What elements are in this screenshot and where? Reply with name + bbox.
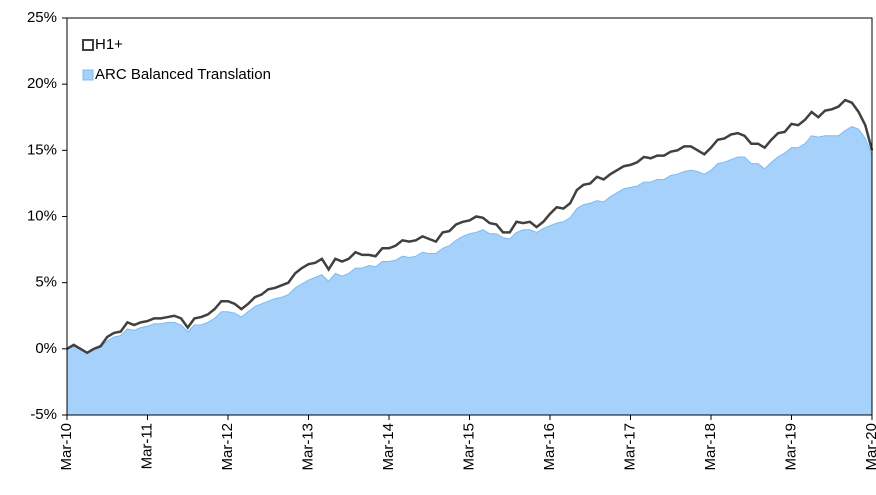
line [66,98,874,355]
x-tick-label: Mar-20 [863,423,876,471]
y-tick-label: -5% [30,406,57,423]
x-tick-label: Mar-12 [219,423,236,471]
legend-swatch [82,69,94,81]
legend-label: H1+ [95,36,123,53]
y-tick-label: 20% [27,75,57,92]
y-tick-label: 5% [35,274,57,291]
x-tick-label: Mar-19 [782,423,799,471]
x-tick-label: Mar-16 [541,423,558,471]
y-tick-label: 15% [27,141,57,158]
y-tick-label: 10% [27,207,57,224]
x-tick-label: Mar-18 [702,423,719,471]
y-tick-label: 0% [35,340,57,357]
legend-swatch [82,39,94,51]
x-tick-label: Mar-17 [621,423,638,471]
legend-label: ARC Balanced Translation [95,66,271,83]
x-tick-label: Mar-14 [380,423,397,471]
x-tick-label: Mar-10 [58,423,75,471]
x-tick-label: Mar-13 [299,423,316,471]
x-tick-label: Mar-11 [138,423,155,469]
y-tick-label: 25% [27,9,57,26]
area [66,125,873,416]
x-tick-label: Mar-15 [460,423,477,471]
